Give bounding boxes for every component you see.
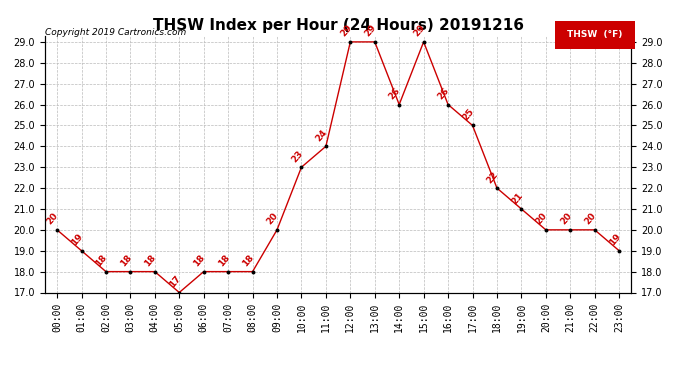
Point [418,39,429,45]
Point [589,227,600,233]
Point [125,268,136,274]
Point [271,227,282,233]
Text: 21: 21 [509,190,524,206]
Text: 25: 25 [461,107,475,122]
Text: 24: 24 [314,128,329,143]
Text: 19: 19 [70,232,85,248]
Text: 20: 20 [46,211,60,227]
Point [467,122,478,128]
Text: 20: 20 [558,211,573,227]
Point [345,39,356,45]
Text: 18: 18 [241,253,255,268]
Point [320,143,331,149]
Text: 26: 26 [436,86,451,101]
Point [247,268,258,274]
Point [76,248,87,254]
Text: 18: 18 [94,253,109,268]
Point [491,185,502,191]
Point [149,268,160,274]
Text: 18: 18 [143,253,158,268]
Text: 20: 20 [265,211,280,227]
Text: THSW  (°F): THSW (°F) [567,30,623,39]
Text: 20: 20 [583,211,598,227]
Text: 29: 29 [363,23,378,39]
Point [52,227,63,233]
Text: 20: 20 [534,211,549,227]
Text: 23: 23 [290,149,304,164]
Point [516,206,527,212]
Text: 17: 17 [168,274,182,290]
Text: 18: 18 [119,253,133,268]
Text: 29: 29 [338,23,353,39]
Point [101,268,112,274]
Text: 22: 22 [485,170,500,185]
Title: THSW Index per Hour (24 Hours) 20191216: THSW Index per Hour (24 Hours) 20191216 [152,18,524,33]
Point [223,268,234,274]
Text: 18: 18 [192,253,207,268]
Point [174,290,185,296]
Point [613,248,624,254]
Point [564,227,575,233]
Text: 19: 19 [607,232,622,248]
Point [540,227,551,233]
Point [198,268,209,274]
Text: Copyright 2019 Cartronics.com: Copyright 2019 Cartronics.com [45,28,186,37]
Text: 29: 29 [412,23,426,39]
Text: 18: 18 [216,253,231,268]
Point [442,102,453,108]
Point [296,164,307,170]
Text: 26: 26 [387,86,402,101]
Point [369,39,380,45]
Point [394,102,405,108]
